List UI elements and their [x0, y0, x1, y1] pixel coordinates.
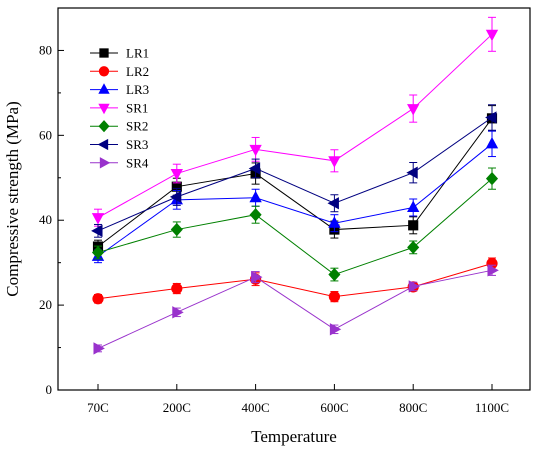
data-point-sr1 — [407, 104, 420, 116]
data-point-sr4 — [329, 323, 342, 336]
data-point-sr4 — [172, 306, 184, 319]
data-point-sr2 — [91, 245, 105, 260]
data-point-sr1 — [91, 213, 105, 225]
series-line-sr1 — [97, 33, 493, 219]
data-point-lr2 — [171, 282, 183, 295]
data-point-sr3 — [169, 190, 182, 204]
legend-marker-lr3 — [98, 83, 110, 94]
data-point-sr2 — [485, 171, 499, 186]
data-point-sr3 — [485, 111, 497, 124]
series-layer — [91, 16, 499, 355]
data-point-sr4 — [93, 342, 105, 355]
series-line-lr1 — [97, 118, 493, 247]
data-point-sr1 — [249, 144, 262, 157]
data-point-lr1 — [408, 220, 419, 231]
legend-label-lr2: LR2 — [126, 64, 149, 79]
legend-item-lr2: LR2 — [90, 64, 149, 79]
legend-label-lr3: LR3 — [126, 82, 149, 97]
legend-item-sr1: SR1 — [90, 100, 148, 115]
legend-marker-sr3 — [97, 138, 109, 151]
series-line-lr3 — [97, 143, 493, 257]
data-point-lr2 — [92, 293, 104, 305]
data-point-sr2 — [328, 267, 341, 282]
data-point-lr2 — [328, 290, 341, 303]
series-sr1 — [91, 16, 499, 227]
series-line-sr2 — [97, 178, 493, 276]
data-point-lr3 — [485, 136, 499, 149]
x-tick-label: 400C — [242, 400, 270, 415]
plot-frame — [57, 7, 531, 391]
legend-marker-sr2 — [98, 120, 110, 133]
y-tick-label: 40 — [39, 212, 52, 227]
legend-label-sr2: SR2 — [126, 119, 148, 134]
data-point-sr1 — [485, 29, 499, 42]
series-sr4 — [93, 264, 499, 355]
legend-marker-lr1 — [99, 48, 109, 58]
legend-marker-sr4 — [99, 157, 111, 169]
series-line-lr2 — [97, 263, 493, 300]
legend: LR1 LR2 LR3 SR1 SR2 SR3 SR4 — [90, 46, 149, 170]
x-tick-label: 1100C — [475, 400, 509, 415]
legend-item-lr3: LR3 — [90, 82, 149, 97]
x-tick-label: 200C — [163, 400, 191, 415]
legend-label-sr3: SR3 — [126, 137, 148, 152]
legend-item-sr3: SR3 — [90, 137, 148, 152]
data-point-sr4 — [408, 280, 421, 293]
legend-label-sr1: SR1 — [126, 100, 148, 115]
data-point-sr3 — [248, 162, 261, 175]
x-ticks: 70C 200C 400C 600C 800C 1100C — [87, 384, 509, 415]
data-point-sr2 — [407, 240, 420, 255]
y-tick-label: 0 — [46, 382, 53, 397]
x-tick-label: 600C — [320, 400, 348, 415]
x-tick-label: 70C — [87, 400, 109, 415]
x-axis-title: Temperature — [251, 427, 337, 446]
data-point-sr3 — [91, 224, 103, 238]
axes — [57, 7, 531, 391]
data-point-sr3 — [327, 197, 339, 210]
data-point-sr3 — [406, 166, 418, 179]
legend-label-lr1: LR1 — [126, 46, 149, 61]
series-lr2 — [92, 257, 498, 305]
y-axis-title: Compressive strength (MPa) — [3, 101, 22, 296]
series-sr3 — [91, 104, 497, 238]
legend-label-sr4: SR4 — [126, 155, 149, 170]
data-point-lr3 — [407, 200, 420, 213]
data-point-lr3 — [328, 216, 341, 228]
legend-item-sr2: SR2 — [90, 119, 148, 134]
x-tick-label: 800C — [399, 400, 427, 415]
series-lr1 — [92, 105, 498, 254]
legend-marker-sr1 — [98, 103, 110, 115]
y-tick-label: 20 — [39, 297, 52, 312]
legend-item-lr1: LR1 — [90, 46, 149, 61]
series-line-sr4 — [97, 269, 493, 349]
data-point-sr2 — [249, 208, 262, 222]
data-point-sr1 — [170, 169, 183, 181]
series-sr2 — [91, 167, 499, 282]
data-point-sr4 — [251, 270, 263, 284]
y-tick-label: 60 — [39, 127, 52, 142]
data-point-sr4 — [487, 264, 499, 277]
legend-item-sr4: SR4 — [90, 155, 149, 170]
legend-marker-lr2 — [98, 66, 110, 77]
series-lr3 — [91, 130, 499, 264]
data-point-lr3 — [249, 190, 262, 203]
data-point-sr1 — [328, 156, 341, 168]
data-point-sr2 — [170, 222, 183, 237]
series-line-sr3 — [97, 117, 493, 232]
y-ticks: 0 20 40 60 80 — [39, 7, 64, 397]
y-tick-label: 80 — [39, 42, 52, 57]
